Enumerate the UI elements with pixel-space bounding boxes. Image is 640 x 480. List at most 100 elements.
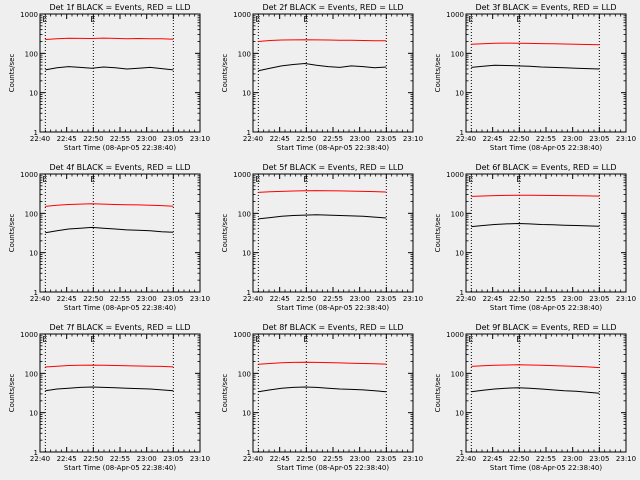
events-rate-line xyxy=(258,214,387,220)
plot-title: Det 5f BLACK = Events, RED = LLD xyxy=(262,163,403,172)
events-rate-line xyxy=(471,387,600,394)
y-tick-label: 100 xyxy=(451,370,464,378)
y-axis-label: Counts/sec xyxy=(434,214,442,253)
y-tick-label: 100 xyxy=(238,370,251,378)
x-tick-label: 23:00 xyxy=(563,455,583,463)
x-tick-label: 23:05 xyxy=(376,135,396,143)
x-tick-label: 22:40 xyxy=(30,135,50,143)
y-tick-label: 1000 xyxy=(20,331,38,339)
y-axis-label: Counts/sec xyxy=(8,374,16,413)
x-tick-label: 22:50 xyxy=(83,135,103,143)
events-rate-line xyxy=(471,64,600,70)
events-rate-line xyxy=(258,62,387,72)
x-tick-label: 22:50 xyxy=(509,295,529,303)
plot-title: Det 6f BLACK = Events, RED = LLD xyxy=(475,163,616,172)
event-marker-label: E xyxy=(255,15,260,24)
x-tick-label: 23:00 xyxy=(350,295,370,303)
event-marker-label: E xyxy=(90,15,95,24)
x-tick-label: 22:40 xyxy=(243,135,263,143)
x-tick-label: 22:45 xyxy=(57,135,77,143)
detector-plot-1: Det 1f BLACK = Events, RED = LLD 1 10 100 10… xyxy=(8,3,210,152)
y-tick-label: 1 xyxy=(34,129,38,137)
plot-title: Det 3f BLACK = Events, RED = LLD xyxy=(475,3,616,12)
x-axis-label: Start Time (08-Apr-05 22:38:40) xyxy=(64,304,176,312)
plot-frame xyxy=(465,333,627,453)
x-tick-label: 22:40 xyxy=(30,455,50,463)
x-tick-label: 23:05 xyxy=(376,295,396,303)
x-tick-label: 23:00 xyxy=(137,455,157,463)
y-tick-label: 10 xyxy=(242,90,251,98)
event-marker-label: E xyxy=(468,15,473,24)
y-tick-label: 1 xyxy=(460,129,464,137)
x-tick-label: 22:45 xyxy=(483,135,503,143)
x-tick-label: 23:00 xyxy=(137,135,157,143)
x-tick-label: 23:05 xyxy=(589,135,609,143)
y-axis-label: Counts/sec xyxy=(8,54,16,93)
y-tick-label: 100 xyxy=(451,210,464,218)
plot-frame xyxy=(465,173,627,293)
y-tick-label: 1000 xyxy=(446,11,464,19)
lld-rate-line xyxy=(45,364,174,368)
y-axis-label: Counts/sec xyxy=(434,374,442,413)
x-tick-label: 23:10 xyxy=(616,135,636,143)
x-tick-label: 22:50 xyxy=(296,295,316,303)
y-tick-label: 1000 xyxy=(20,171,38,179)
x-tick-label: 23:05 xyxy=(589,455,609,463)
y-axis-label: Counts/sec xyxy=(221,374,229,413)
x-axis-label: Start Time (08-Apr-05 22:38:40) xyxy=(277,144,389,152)
event-marker-label: E xyxy=(90,175,95,184)
event-marker-label: E xyxy=(42,15,47,24)
event-marker-label: E xyxy=(255,335,260,344)
x-tick-label: 22:50 xyxy=(509,135,529,143)
x-tick-label: 22:55 xyxy=(536,455,556,463)
event-marker-label: E xyxy=(42,175,47,184)
y-axis-label: Counts/sec xyxy=(8,214,16,253)
x-tick-label: 22:45 xyxy=(270,455,290,463)
lld-rate-line xyxy=(471,42,600,46)
events-rate-line xyxy=(45,66,174,71)
plot-frame xyxy=(252,13,414,133)
x-tick-label: 22:45 xyxy=(270,295,290,303)
x-tick-label: 22:55 xyxy=(110,455,130,463)
x-tick-label: 23:10 xyxy=(616,455,636,463)
x-tick-label: 23:00 xyxy=(137,295,157,303)
events-rate-line xyxy=(45,226,174,234)
x-tick-label: 22:40 xyxy=(243,455,263,463)
y-tick-label: 1 xyxy=(247,449,251,457)
lld-rate-line xyxy=(258,190,387,193)
y-tick-label: 1000 xyxy=(233,171,251,179)
x-tick-label: 23:10 xyxy=(403,135,423,143)
y-tick-label: 10 xyxy=(29,410,38,418)
x-tick-label: 23:10 xyxy=(190,295,210,303)
x-tick-label: 22:40 xyxy=(456,135,476,143)
x-tick-label: 22:40 xyxy=(456,455,476,463)
x-tick-label: 22:40 xyxy=(243,295,263,303)
event-marker-label: E xyxy=(303,335,308,344)
plot-frame xyxy=(252,333,414,453)
y-tick-label: 1000 xyxy=(20,11,38,19)
y-axis-label: Counts/sec xyxy=(221,214,229,253)
event-marker-label: E xyxy=(255,175,260,184)
y-tick-label: 1 xyxy=(34,289,38,297)
x-tick-label: 22:55 xyxy=(110,295,130,303)
events-rate-line xyxy=(471,222,600,228)
x-tick-label: 22:40 xyxy=(456,295,476,303)
plot-frame xyxy=(39,173,201,293)
lld-rate-line xyxy=(45,37,174,40)
event-marker-label: E xyxy=(90,335,95,344)
x-tick-label: 23:05 xyxy=(163,135,183,143)
y-tick-label: 1000 xyxy=(233,331,251,339)
events-rate-line xyxy=(45,386,174,392)
y-tick-label: 1 xyxy=(247,289,251,297)
x-tick-label: 23:00 xyxy=(563,135,583,143)
x-axis-label: Start Time (08-Apr-05 22:38:40) xyxy=(64,464,176,472)
y-tick-label: 100 xyxy=(238,50,251,58)
plot-frame xyxy=(465,13,627,133)
x-axis-label: Start Time (08-Apr-05 22:38:40) xyxy=(277,304,389,312)
y-tick-label: 10 xyxy=(455,90,464,98)
event-marker-label: E xyxy=(516,335,521,344)
y-tick-label: 1 xyxy=(34,449,38,457)
x-tick-label: 23:05 xyxy=(163,455,183,463)
